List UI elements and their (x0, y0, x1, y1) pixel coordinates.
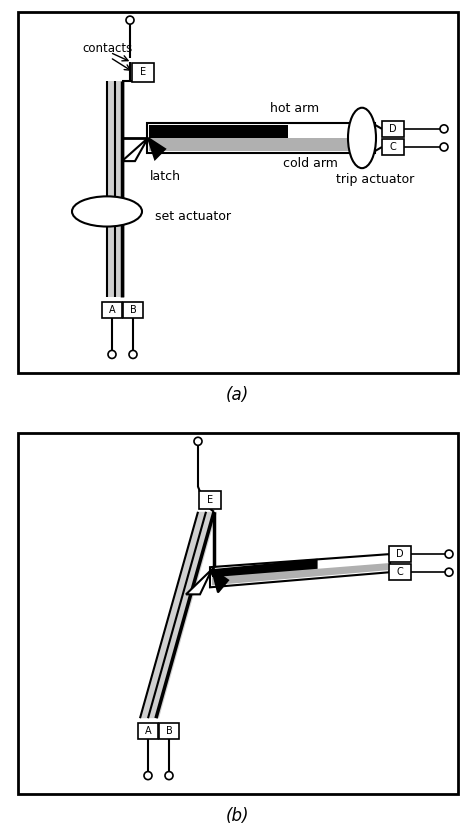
Polygon shape (122, 138, 148, 161)
Text: B: B (129, 305, 137, 315)
Circle shape (165, 771, 173, 780)
Bar (102, 302, 122, 319)
Circle shape (144, 771, 152, 780)
Polygon shape (210, 554, 390, 587)
Bar (389, 546, 411, 562)
Text: D: D (396, 549, 404, 559)
Circle shape (194, 437, 202, 445)
Text: E: E (207, 495, 213, 505)
Bar (149, 125, 288, 138)
Bar (149, 138, 373, 151)
Circle shape (445, 550, 453, 558)
Circle shape (108, 350, 116, 359)
Bar (382, 139, 404, 155)
Ellipse shape (348, 108, 376, 168)
Polygon shape (212, 559, 318, 577)
Text: latch: latch (149, 169, 181, 183)
Polygon shape (140, 512, 217, 718)
Bar (107, 81, 125, 297)
Bar (123, 302, 143, 319)
Text: contacts: contacts (82, 42, 132, 55)
Bar (132, 63, 154, 82)
Text: hot arm: hot arm (271, 103, 319, 115)
Polygon shape (212, 569, 228, 592)
Text: cold arm: cold arm (283, 157, 337, 169)
Bar (18, 433, 458, 794)
Circle shape (440, 143, 448, 151)
Text: set actuator: set actuator (155, 210, 231, 223)
Circle shape (440, 125, 448, 133)
Text: E: E (140, 68, 146, 78)
Polygon shape (212, 563, 388, 585)
Text: A: A (145, 726, 151, 736)
Bar (138, 723, 158, 740)
Bar (147, 123, 375, 153)
Circle shape (129, 350, 137, 359)
Text: C: C (397, 567, 403, 577)
Text: (a): (a) (225, 385, 249, 404)
Text: trip actuator: trip actuator (336, 173, 414, 186)
Circle shape (445, 568, 453, 576)
Bar (389, 564, 411, 580)
Polygon shape (186, 569, 212, 595)
Text: C: C (390, 142, 396, 152)
Text: (b): (b) (225, 806, 249, 825)
Bar (382, 121, 404, 137)
Text: B: B (165, 726, 173, 736)
Ellipse shape (72, 196, 142, 227)
Bar (18, 12, 458, 373)
Bar (159, 723, 179, 740)
Circle shape (126, 16, 134, 24)
Bar (199, 490, 221, 509)
Text: D: D (389, 124, 397, 134)
Polygon shape (148, 138, 165, 159)
Text: A: A (109, 305, 115, 315)
